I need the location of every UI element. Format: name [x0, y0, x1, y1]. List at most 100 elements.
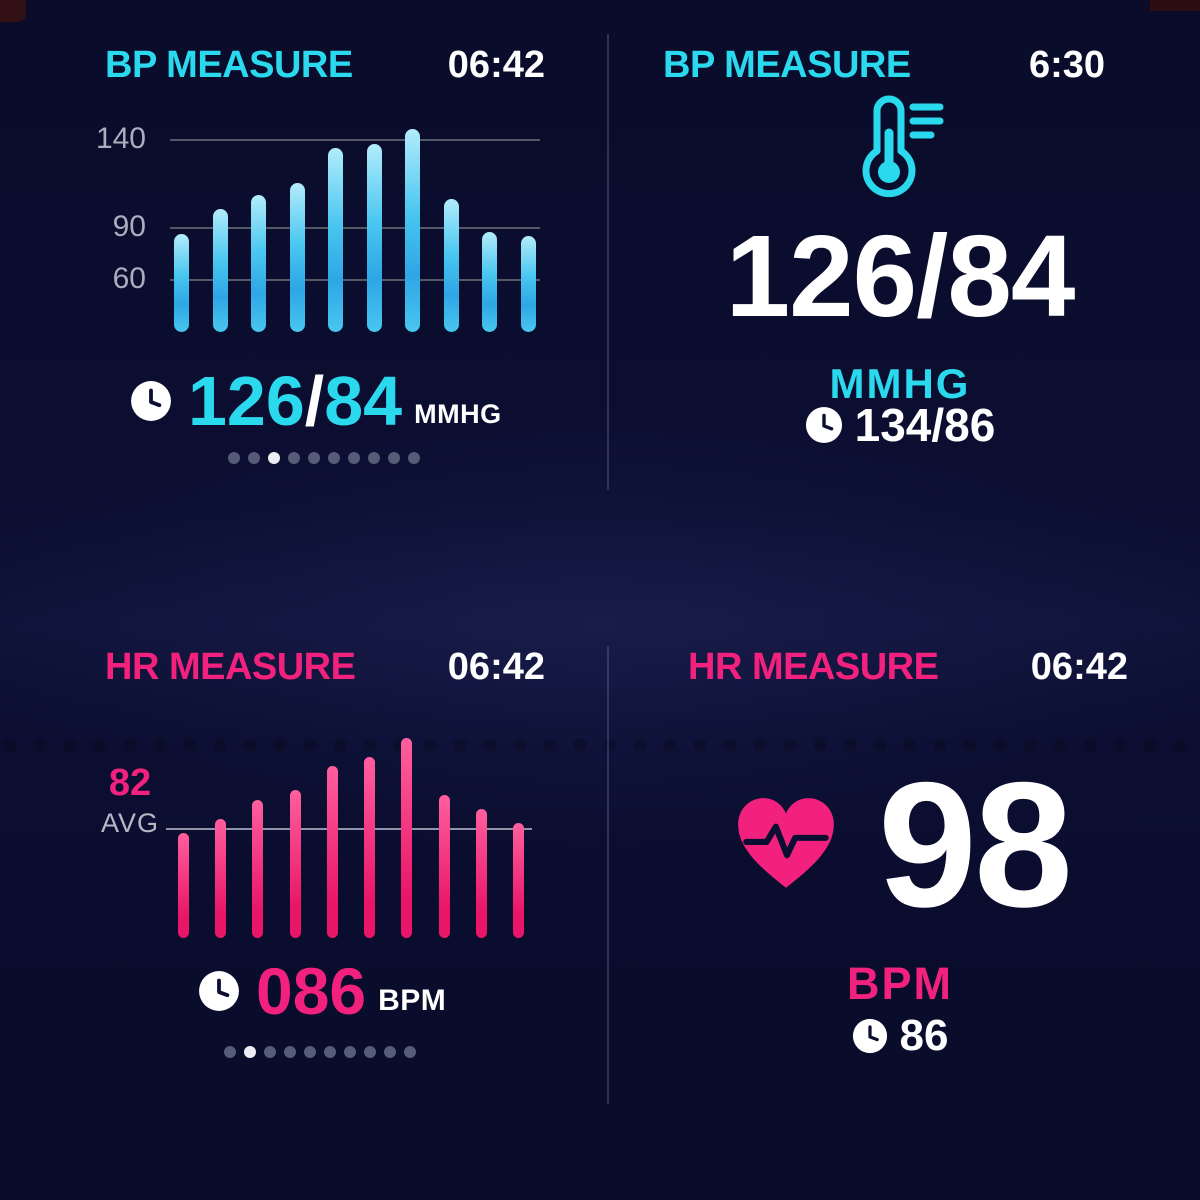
hr-value: 086	[256, 954, 367, 1028]
gridline	[170, 139, 540, 141]
pagination-dot[interactable]	[308, 452, 320, 464]
pagination-dot[interactable]	[248, 452, 260, 464]
unit-label: BPM	[378, 984, 447, 1017]
chart-bar	[482, 232, 498, 332]
panel-title: HR MEASURE	[688, 646, 939, 688]
y-axis-labels: 140 90 60	[86, 118, 158, 332]
gridline	[170, 279, 540, 281]
time-label: 06:42	[447, 44, 545, 86]
pagination-dot-active[interactable]	[268, 452, 280, 464]
blood-pressure-gauge-icon	[862, 95, 944, 198]
unit-label: MMHG	[829, 360, 971, 407]
panel-header: HR MEASURE 06:42	[105, 646, 545, 689]
bar-layer	[170, 728, 532, 938]
pagination-dot[interactable]	[324, 1046, 336, 1058]
chart-bar	[215, 819, 227, 938]
bp-bar-chart	[170, 118, 540, 332]
panel-bp-main-screen[interactable]: BP MEASURE 6:30 126/84 MMHG 134/86	[600, 0, 1200, 560]
pagination-dot[interactable]	[228, 452, 240, 464]
panel-hr-main-screen[interactable]: HR MEASURE 06:42 98 BPM 86	[600, 600, 1200, 1160]
chart-bar	[212, 209, 228, 332]
pagination-dot[interactable]	[404, 1046, 416, 1058]
background-dot-texture	[0, 736, 1200, 754]
y-axis-tick-label: 60	[112, 262, 146, 295]
hr-main-reading: 98	[878, 745, 1073, 944]
pagination-dot[interactable]	[224, 1046, 236, 1058]
pagination-dot-active[interactable]	[244, 1046, 256, 1058]
systolic-value: 126	[188, 362, 305, 440]
diastolic-value: 84	[324, 362, 403, 440]
bp-reading: 126 / 84 MMHG	[130, 366, 502, 436]
bp-main-reading: 126/84	[725, 211, 1076, 341]
panel-title: BP MEASURE	[663, 44, 911, 86]
chart-bar	[251, 195, 267, 332]
pagination-dot[interactable]	[368, 452, 380, 464]
pagination-dot[interactable]	[388, 452, 400, 464]
bp-secondary-value: 134/86	[854, 399, 996, 451]
average-caption: AVG	[100, 808, 159, 838]
pagination-dots[interactable]	[228, 452, 420, 464]
panel-title: BP MEASURE	[105, 44, 353, 86]
panel-hr-chart-screen[interactable]: HR MEASURE 06:42 82 AVG 086 BPM	[0, 600, 600, 1160]
panel-header: BP MEASURE 06:42	[105, 44, 545, 87]
hr-secondary-reading: 86	[600, 1014, 1200, 1058]
gridline	[170, 227, 540, 229]
hr-secondary-value: 86	[899, 1011, 949, 1060]
time-label: 06:42	[1030, 646, 1128, 688]
chart-bar	[520, 236, 536, 332]
panel-header: BP MEASURE 6:30	[663, 44, 1105, 87]
bp-secondary-reading: 134/86	[600, 402, 1200, 448]
y-axis-tick-label: 90	[112, 210, 146, 243]
chart-bar	[364, 757, 376, 938]
panel-header: HR MEASURE 06:42	[688, 646, 1128, 689]
time-label: 6:30	[1028, 44, 1105, 86]
pagination-dots[interactable]	[224, 1046, 416, 1058]
chart-bar	[289, 183, 305, 332]
hr-bar-chart	[166, 728, 532, 938]
clock-icon	[805, 406, 842, 444]
pagination-dot[interactable]	[384, 1046, 396, 1058]
gridline-layer	[170, 118, 540, 332]
chart-bar	[178, 833, 189, 938]
pagination-dot[interactable]	[348, 452, 360, 464]
clock-icon	[199, 971, 239, 1011]
chart-bar	[328, 148, 344, 332]
chart-bar	[405, 129, 421, 332]
pagination-dot[interactable]	[344, 1046, 356, 1058]
pagination-dot[interactable]	[288, 452, 300, 464]
y-axis-tick-label: 140	[95, 122, 146, 155]
chart-bar	[174, 234, 189, 332]
chart-bar	[438, 795, 450, 938]
corner-artifact	[1150, 0, 1200, 11]
hr-hero: 98	[600, 750, 1200, 940]
chart-bar	[475, 809, 487, 938]
chart-bar	[401, 738, 413, 938]
vertical-divider	[607, 34, 609, 490]
unit-label: BPM	[847, 958, 953, 1009]
panel-bp-chart-screen[interactable]: BP MEASURE 06:42 140 90 60 126 / 84 MMHG	[0, 0, 600, 560]
bar-layer	[170, 118, 540, 332]
pagination-dot[interactable]	[408, 452, 420, 464]
pagination-dot[interactable]	[284, 1046, 296, 1058]
average-label-block: 82 AVG	[94, 764, 166, 839]
vertical-divider	[607, 646, 609, 1104]
corner-artifact	[0, 0, 26, 22]
chart-bar	[289, 790, 301, 938]
chart-bar	[443, 199, 459, 332]
unit-label: MMHG	[414, 399, 502, 429]
pagination-dot[interactable]	[364, 1046, 376, 1058]
average-value: 82	[108, 762, 152, 804]
slash: /	[304, 362, 325, 440]
hr-reading: 086 BPM	[198, 958, 446, 1024]
pagination-dot[interactable]	[264, 1046, 276, 1058]
pagination-dot[interactable]	[304, 1046, 316, 1058]
heart-ecg-icon	[738, 798, 834, 888]
chart-bar	[252, 800, 264, 938]
pagination-dot[interactable]	[328, 452, 340, 464]
chart-bar	[512, 823, 524, 938]
chart-bar	[366, 144, 382, 332]
average-line	[166, 828, 532, 830]
panel-title: HR MEASURE	[105, 646, 356, 688]
clock-icon	[131, 381, 171, 421]
